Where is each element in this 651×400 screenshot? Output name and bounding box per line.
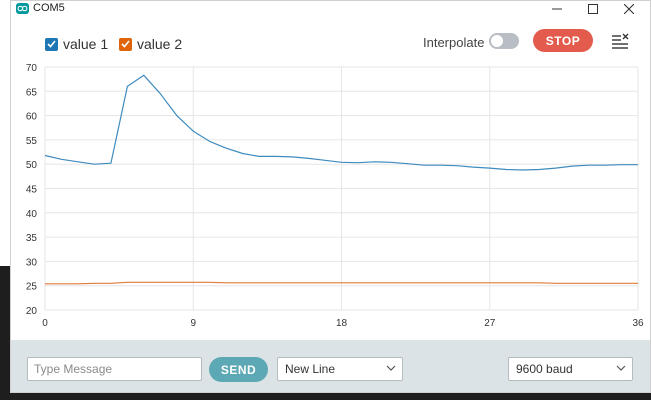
checkbox-value-1[interactable] xyxy=(45,37,58,51)
clear-list-button[interactable] xyxy=(611,33,629,49)
close-button[interactable] xyxy=(614,1,644,17)
y-tick-label: 50 xyxy=(26,160,38,171)
series-line-value-1 xyxy=(44,74,638,171)
serial-plotter-window: COM5 value 1 value 2 Interpolate STOP xyxy=(10,0,651,393)
y-tick-label: 25 xyxy=(26,282,38,293)
y-tick-label: 45 xyxy=(26,185,38,196)
interpolate-label: Interpolate xyxy=(423,35,485,50)
checkmark-icon xyxy=(47,40,56,48)
checkbox-value-2[interactable] xyxy=(119,37,132,51)
maximize-icon xyxy=(588,4,598,14)
line-ending-value: New Line xyxy=(285,362,336,376)
x-tick-label: 36 xyxy=(632,318,644,329)
y-tick-label: 70 xyxy=(26,63,38,74)
send-button[interactable]: SEND xyxy=(209,357,268,382)
maximize-button[interactable] xyxy=(578,1,608,17)
y-tick-label: 30 xyxy=(26,257,38,268)
clear-list-icon xyxy=(612,33,629,49)
y-axis-ticks: 20 25 30 35 40 45 50 55 60 65 70 xyxy=(26,63,38,317)
plot-area: 20 25 30 35 40 45 50 55 60 65 70 0 9 18 27 36 xyxy=(26,63,644,329)
minimize-icon xyxy=(552,8,562,10)
chevron-down-icon xyxy=(616,365,626,371)
checkmark-icon xyxy=(121,40,130,48)
line-ending-select[interactable]: New Line xyxy=(277,357,403,381)
x-axis-ticks: 0 9 18 27 36 xyxy=(42,318,644,329)
y-tick-label: 40 xyxy=(26,209,38,220)
window-title: COM5 xyxy=(33,2,65,14)
plot-series xyxy=(44,74,638,285)
y-tick-label: 20 xyxy=(26,306,38,317)
title-bar: COM5 xyxy=(11,1,650,17)
stop-button[interactable]: STOP xyxy=(533,29,593,52)
plot-grid xyxy=(44,66,639,311)
legend-label-value-2: value 2 xyxy=(137,36,183,52)
y-tick-label: 60 xyxy=(26,112,38,123)
y-tick-label: 65 xyxy=(26,87,38,98)
series-line-value-2 xyxy=(45,281,638,285)
close-icon xyxy=(624,4,634,14)
toggle-knob xyxy=(491,35,503,47)
legend-item-value-1[interactable]: value 1 xyxy=(45,36,108,52)
message-input[interactable] xyxy=(27,357,202,381)
background-terminal xyxy=(0,266,10,400)
baud-rate-value: 9600 baud xyxy=(516,362,573,376)
x-tick-label: 0 xyxy=(42,318,48,329)
chevron-down-icon xyxy=(386,365,396,371)
x-tick-label: 18 xyxy=(336,318,348,329)
plotter-toolbar: value 1 value 2 Interpolate STOP xyxy=(11,21,650,61)
arduino-logo-icon xyxy=(16,3,29,14)
y-tick-label: 35 xyxy=(26,233,38,244)
baud-rate-select[interactable]: 9600 baud xyxy=(508,357,633,381)
legend-label-value-1: value 1 xyxy=(63,36,109,52)
background-terminal-strip xyxy=(0,392,651,400)
footer-bar: SEND New Line 9600 baud xyxy=(11,340,650,392)
y-tick-label: 55 xyxy=(26,136,38,147)
x-tick-label: 27 xyxy=(484,318,496,329)
x-tick-label: 9 xyxy=(190,318,196,329)
legend-item-value-2[interactable]: value 2 xyxy=(119,36,182,52)
interpolate-toggle[interactable] xyxy=(489,33,519,49)
minimize-button[interactable] xyxy=(542,1,572,17)
